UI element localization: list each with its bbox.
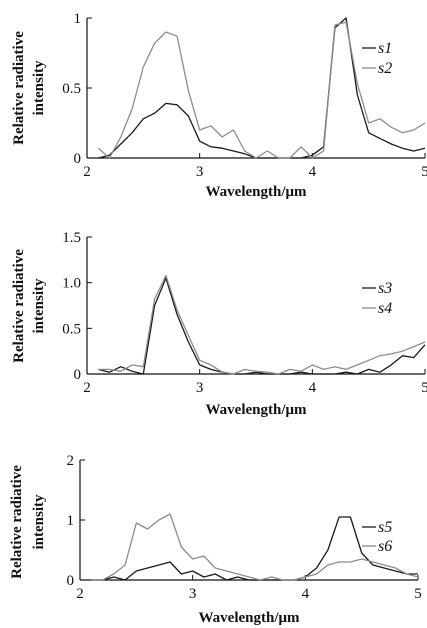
y-tick-label: 2 bbox=[67, 453, 75, 469]
x-axis-label: Wavelength/μm bbox=[198, 610, 300, 626]
x-tick-label: 3 bbox=[189, 586, 197, 602]
chart-panel-2: 2 3 4 5 0 0.5 1.0 1.5 s3 s4 Wavelength/μm Relative … bbox=[11, 230, 427, 418]
y-tick-label: 1.0 bbox=[62, 276, 81, 292]
chart-panel-3: 2 3 4 5 0 1 2 s5 s6 Wavelength/μm Relative radiati… bbox=[9, 453, 422, 626]
series-line-s3 bbox=[98, 277, 426, 375]
y-tick-label: 0 bbox=[74, 151, 82, 167]
legend-label-s2: s2 bbox=[378, 60, 392, 77]
legend-label-s1: s1 bbox=[378, 40, 392, 57]
series-line-s2 bbox=[97, 21, 426, 159]
x-tick-label: 4 bbox=[309, 380, 317, 396]
x-axis-label: Wavelength/μm bbox=[205, 184, 307, 200]
x-tick-label: 5 bbox=[421, 164, 427, 180]
series-line-s6 bbox=[91, 513, 419, 581]
x-tick-label: 5 bbox=[414, 586, 422, 602]
y-tick-label: 0 bbox=[74, 367, 82, 383]
x-tick-label: 4 bbox=[309, 164, 317, 180]
x-tick-label: 2 bbox=[83, 164, 91, 180]
y-axis-label: Relative radiative intensity bbox=[11, 31, 47, 145]
x-axis-label: Wavelength/μm bbox=[205, 402, 307, 418]
x-tick-label: 2 bbox=[83, 380, 91, 396]
x-tick-label: 3 bbox=[196, 380, 204, 396]
y-axis-label: Relative radiative intensity bbox=[9, 465, 47, 579]
y-tick-label: 0.5 bbox=[62, 81, 81, 97]
series-line-s5 bbox=[91, 516, 418, 581]
legend-label-s4: s4 bbox=[378, 300, 392, 317]
y-axis-label: Relative radiative intensity bbox=[11, 249, 47, 363]
x-tick-label: 3 bbox=[196, 164, 204, 180]
legend-label-s6: s6 bbox=[378, 538, 392, 555]
series-line-s1 bbox=[98, 17, 426, 159]
chart-panel-1: 2 3 4 5 0 0.5 1 s1 s2 Wavelength/μm Relative radia… bbox=[11, 11, 427, 200]
y-tick-label: 0 bbox=[67, 573, 75, 589]
legend-label-s3: s3 bbox=[378, 280, 392, 297]
x-tick-label: 2 bbox=[76, 586, 84, 602]
y-tick-label: 0.5 bbox=[62, 321, 81, 337]
y-tick-label: 1.5 bbox=[62, 230, 81, 246]
x-tick-label: 5 bbox=[421, 380, 427, 396]
series-line-s4 bbox=[98, 274, 426, 375]
y-tick-label: 1 bbox=[74, 11, 82, 27]
x-tick-label: 4 bbox=[302, 586, 310, 602]
y-tick-label: 1 bbox=[67, 513, 75, 529]
legend-label-s5: s5 bbox=[378, 519, 392, 536]
